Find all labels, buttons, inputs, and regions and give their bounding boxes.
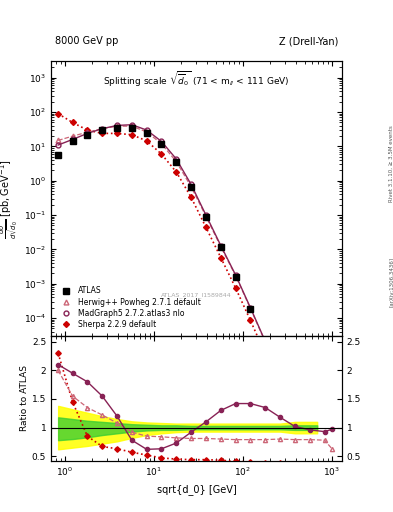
Herwig++ Powheg 2.7.1 default (204, 214, 208, 220)
Herwig++ Powheg 2.7.1 default (307, 462, 312, 468)
Text: Splitting scale $\sqrt{\overline{d}_0}$ (71 < m$_{ll}$ < 111 GeV): Splitting scale $\sqrt{\overline{d}_0}$ … (103, 70, 290, 89)
MadGraph5 2.7.2.atlas3 nlo (204, 212, 208, 218)
Sherpa 2.2.9 default (292, 430, 297, 436)
ATLAS (115, 124, 119, 131)
Herwig++ Powheg 2.7.1 default (56, 137, 61, 143)
Sherpa 2.2.9 default (307, 476, 312, 482)
Sherpa 2.2.9 default (248, 317, 253, 324)
ATLAS (70, 138, 75, 144)
Text: [arXiv:1306.3436]: [arXiv:1306.3436] (389, 257, 393, 307)
MadGraph5 2.7.2.atlas3 nlo (233, 272, 238, 278)
Text: ATLAS_2017_I1589844: ATLAS_2017_I1589844 (161, 292, 232, 297)
Legend: ATLAS, Herwig++ Powheg 2.7.1 default, MadGraph5 2.7.2.atlas3 nlo, Sherpa 2.2.9 d: ATLAS, Herwig++ Powheg 2.7.1 default, Ma… (55, 283, 204, 332)
MadGraph5 2.7.2.atlas3 nlo (144, 127, 149, 133)
Herwig++ Powheg 2.7.1 default (100, 125, 105, 132)
Sherpa 2.2.9 default (174, 169, 179, 175)
Sherpa 2.2.9 default (115, 131, 119, 137)
Sherpa 2.2.9 default (263, 351, 268, 357)
ATLAS (85, 132, 90, 138)
ATLAS (307, 463, 312, 469)
ATLAS (219, 244, 223, 250)
MadGraph5 2.7.2.atlas3 nlo (219, 243, 223, 249)
Sherpa 2.2.9 default (70, 119, 75, 125)
Herwig++ Powheg 2.7.1 default (159, 141, 164, 147)
Y-axis label: $\frac{d\sigma}{d\sqrt{d_{0}}}\ \mathrm{[pb,GeV^{-1}]}$: $\frac{d\sigma}{d\sqrt{d_{0}}}\ \mathrm{… (0, 159, 21, 239)
Sherpa 2.2.9 default (159, 151, 164, 157)
Line: Herwig++ Powheg 2.7.1 default: Herwig++ Powheg 2.7.1 default (56, 124, 334, 512)
Sherpa 2.2.9 default (85, 127, 90, 133)
ATLAS (174, 159, 179, 165)
ATLAS (56, 152, 61, 158)
MadGraph5 2.7.2.atlas3 nlo (129, 122, 134, 128)
Sherpa 2.2.9 default (204, 224, 208, 230)
Text: 8000 GeV pp: 8000 GeV pp (55, 36, 118, 46)
Y-axis label: Ratio to ATLAS: Ratio to ATLAS (20, 366, 29, 432)
MadGraph5 2.7.2.atlas3 nlo (307, 462, 312, 468)
ATLAS (144, 130, 149, 136)
ATLAS (204, 214, 208, 220)
MadGraph5 2.7.2.atlas3 nlo (159, 138, 164, 144)
Herwig++ Powheg 2.7.1 default (233, 273, 238, 279)
Herwig++ Powheg 2.7.1 default (263, 339, 268, 345)
Sherpa 2.2.9 default (219, 254, 223, 261)
Line: Sherpa 2.2.9 default: Sherpa 2.2.9 default (56, 112, 327, 512)
MadGraph5 2.7.2.atlas3 nlo (70, 136, 75, 142)
Herwig++ Powheg 2.7.1 default (174, 159, 179, 165)
Herwig++ Powheg 2.7.1 default (189, 184, 193, 190)
Sherpa 2.2.9 default (189, 194, 193, 200)
Herwig++ Powheg 2.7.1 default (129, 123, 134, 129)
Sherpa 2.2.9 default (129, 132, 134, 138)
Sherpa 2.2.9 default (56, 111, 61, 117)
Herwig++ Powheg 2.7.1 default (278, 376, 283, 382)
MadGraph5 2.7.2.atlas3 nlo (292, 417, 297, 423)
ATLAS (100, 127, 105, 133)
MadGraph5 2.7.2.atlas3 nlo (100, 125, 105, 132)
Sherpa 2.2.9 default (278, 388, 283, 394)
Herwig++ Powheg 2.7.1 default (248, 306, 253, 312)
ATLAS (129, 125, 134, 131)
Line: MadGraph5 2.7.2.atlas3 nlo: MadGraph5 2.7.2.atlas3 nlo (56, 122, 334, 512)
Text: Z (Drell-Yan): Z (Drell-Yan) (279, 36, 338, 46)
Herwig++ Powheg 2.7.1 default (292, 417, 297, 423)
Sherpa 2.2.9 default (100, 131, 105, 137)
MadGraph5 2.7.2.atlas3 nlo (248, 305, 253, 311)
MadGraph5 2.7.2.atlas3 nlo (85, 131, 90, 137)
ATLAS (189, 184, 193, 190)
MadGraph5 2.7.2.atlas3 nlo (115, 122, 119, 129)
ATLAS (248, 306, 253, 312)
Line: ATLAS: ATLAS (55, 125, 327, 512)
Sherpa 2.2.9 default (233, 285, 238, 291)
ATLAS (233, 273, 238, 280)
MadGraph5 2.7.2.atlas3 nlo (278, 376, 283, 382)
ATLAS (278, 377, 283, 383)
ATLAS (263, 340, 268, 346)
MadGraph5 2.7.2.atlas3 nlo (263, 338, 268, 345)
Herwig++ Powheg 2.7.1 default (115, 123, 119, 129)
MadGraph5 2.7.2.atlas3 nlo (56, 142, 61, 148)
Herwig++ Powheg 2.7.1 default (144, 129, 149, 135)
Sherpa 2.2.9 default (144, 138, 149, 144)
ATLAS (159, 141, 164, 147)
Text: Rivet 3.1.10, ≥ 3.5M events: Rivet 3.1.10, ≥ 3.5M events (389, 125, 393, 202)
Herwig++ Powheg 2.7.1 default (85, 129, 90, 135)
Herwig++ Powheg 2.7.1 default (70, 133, 75, 139)
Herwig++ Powheg 2.7.1 default (219, 244, 223, 250)
MadGraph5 2.7.2.atlas3 nlo (189, 181, 193, 187)
MadGraph5 2.7.2.atlas3 nlo (174, 156, 179, 162)
ATLAS (292, 418, 297, 424)
X-axis label: sqrt{d_0} [GeV]: sqrt{d_0} [GeV] (157, 484, 236, 495)
